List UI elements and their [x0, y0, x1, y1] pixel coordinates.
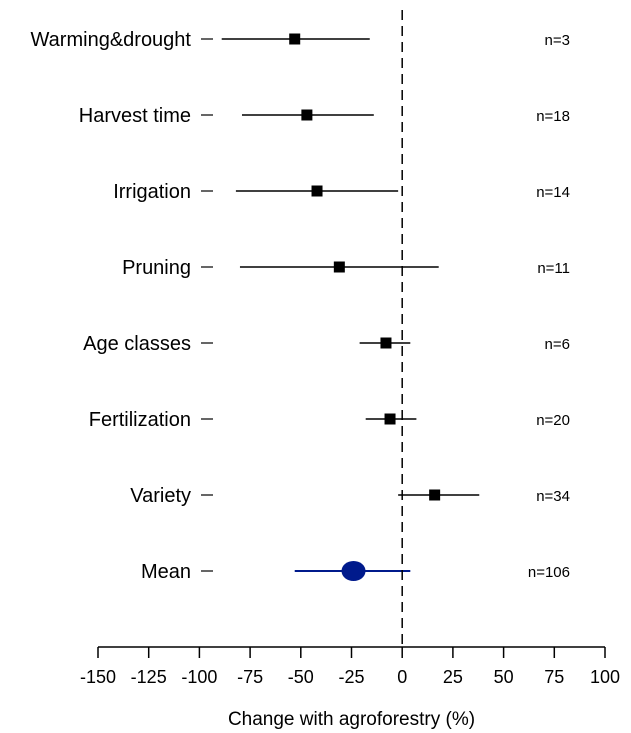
row-label: Fertilization — [89, 409, 191, 431]
point-estimate-marker — [380, 337, 392, 349]
x-axis-label: Change with agroforestry (%) — [228, 709, 475, 730]
row-label: Age classes — [83, 333, 191, 355]
row-label: Harvest time — [79, 105, 191, 127]
point-estimate-marker — [301, 109, 313, 121]
row-label: Pruning — [122, 257, 191, 279]
row-harvest-time: Harvest time n=18 — [79, 105, 570, 127]
x-tick-label: 75 — [544, 667, 564, 687]
x-axis: -150 -125 -100 -75 -50 -25 0 25 50 75 100 — [80, 646, 620, 687]
mean-point-marker — [341, 561, 366, 581]
x-tick-label: -50 — [288, 667, 314, 687]
sample-size-label: n=18 — [536, 108, 570, 125]
sample-size-label: n=14 — [536, 184, 570, 201]
row-warming-drought: Warming&drought n=3 — [31, 29, 570, 51]
row-label: Warming&drought — [31, 29, 192, 51]
plot-rows: Warming&drought n=3 Harvest time n=18 Irriga… — [31, 29, 570, 583]
row-label: Variety — [130, 485, 191, 507]
row-label: Mean — [141, 561, 191, 583]
sample-size-label: n=106 — [528, 564, 570, 581]
x-tick-label: 50 — [494, 667, 514, 687]
row-age-classes: Age classes n=6 — [83, 333, 570, 355]
point-estimate-marker — [289, 33, 301, 45]
sample-size-label: n=34 — [536, 488, 570, 505]
point-estimate-marker — [333, 261, 345, 273]
point-estimate-marker — [384, 413, 396, 425]
point-estimate-marker — [429, 489, 441, 501]
x-tick-label: -25 — [338, 667, 364, 687]
x-tick-label: -150 — [80, 667, 116, 687]
x-tick-label: 25 — [443, 667, 463, 687]
x-tick-label: -125 — [131, 667, 167, 687]
point-estimate-marker — [311, 185, 323, 197]
sample-size-label: n=20 — [536, 412, 570, 429]
row-mean: Mean n=106 — [141, 561, 570, 583]
x-tick-label: -100 — [181, 667, 217, 687]
sample-size-label: n=3 — [545, 32, 570, 49]
sample-size-label: n=6 — [545, 336, 570, 353]
row-variety: Variety n=34 — [130, 485, 570, 507]
x-tick-label: 0 — [397, 667, 407, 687]
sample-size-label: n=11 — [537, 260, 570, 277]
row-fertilization: Fertilization n=20 — [89, 409, 570, 431]
row-pruning: Pruning n=11 — [122, 257, 570, 279]
x-tick-label: -75 — [237, 667, 263, 687]
row-irrigation: Irrigation n=14 — [113, 181, 570, 203]
x-tick-label: 100 — [590, 667, 620, 687]
row-label: Irrigation — [113, 181, 191, 203]
